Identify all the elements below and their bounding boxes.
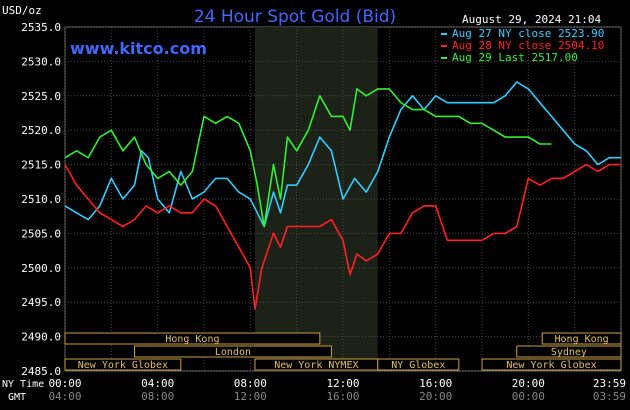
session-bar-box bbox=[541, 332, 622, 345]
x-tick-label-gmt: 00:00 bbox=[512, 390, 545, 403]
unit-label: USD/oz bbox=[2, 4, 42, 17]
session-bar-label: New York NYMEX bbox=[274, 360, 358, 371]
chart-title: 24 Hour Spot Gold (Bid) bbox=[194, 7, 396, 27]
session-bar-box bbox=[516, 345, 622, 358]
y-tick-label: 2485.0 bbox=[21, 365, 61, 378]
x-tick-label-ny: 00:00 bbox=[48, 377, 81, 390]
session-bar: New York NYMEX bbox=[254, 358, 379, 371]
y-tick-label: 2530.0 bbox=[21, 55, 61, 68]
x-tick-label-gmt: 04:00 bbox=[48, 390, 81, 403]
y-tick-label: 2495.0 bbox=[21, 296, 61, 309]
timestamp: August 29, 2024 21:04 bbox=[462, 13, 601, 26]
legend-entry: Aug 27 NY close 2523.90 bbox=[452, 27, 604, 40]
session-bar-label: New York Globex bbox=[506, 360, 596, 371]
session-bar-box bbox=[377, 358, 460, 371]
x-tick-label-ny: 20:00 bbox=[512, 377, 545, 390]
gmt-label: GMT bbox=[8, 392, 26, 403]
session-bar: Hong Kong bbox=[541, 332, 622, 345]
session-bar-box bbox=[64, 358, 182, 371]
session-bar: NY Globex bbox=[377, 358, 460, 371]
session-bar-box bbox=[134, 345, 332, 358]
y-tick-label: 2500.0 bbox=[21, 262, 61, 275]
series-line-1 bbox=[64, 81, 621, 228]
y-tick-label: 2535.0 bbox=[21, 21, 61, 34]
x-tick-label-ny: 23:59 bbox=[593, 377, 626, 390]
session-bar: New York Globex bbox=[481, 358, 622, 371]
session-bar-label: Hong Kong bbox=[165, 334, 219, 345]
x-tick-label-gmt: 03:59 bbox=[593, 390, 626, 403]
x-tick-label-ny: 16:00 bbox=[419, 377, 452, 390]
x-tick-label-gmt: 08:00 bbox=[141, 390, 174, 403]
x-tick-label-ny: 08:00 bbox=[234, 377, 267, 390]
y-tick-label: 2525.0 bbox=[21, 90, 61, 103]
x-tick-label-ny: 12:00 bbox=[326, 377, 359, 390]
session-bar-box bbox=[64, 332, 321, 345]
session-bar: New York Globex bbox=[64, 358, 182, 371]
session-bar-label: Sydney bbox=[551, 347, 587, 358]
session-bar: London bbox=[134, 345, 332, 358]
session-bar-box bbox=[481, 358, 622, 371]
x-tick-label-gmt: 20:00 bbox=[419, 390, 452, 403]
x-tick-label-gmt: 16:00 bbox=[326, 390, 359, 403]
site-watermark: www.kitco.com bbox=[70, 39, 207, 58]
y-tick-label: 2515.0 bbox=[21, 159, 61, 172]
legend-entry: Aug 28 NY close 2504.10 bbox=[452, 39, 604, 52]
y-tick-label: 2490.0 bbox=[21, 331, 61, 344]
ny-time-label: NY Time bbox=[2, 379, 44, 390]
legend-entry: Aug 29 Last 2517.00 bbox=[452, 51, 578, 64]
session-bar: Sydney bbox=[516, 345, 622, 358]
series-line-2 bbox=[64, 163, 621, 310]
y-tick-label: 2520.0 bbox=[21, 124, 61, 137]
session-bar-label: New York Globex bbox=[78, 360, 168, 371]
y-tick-label: 2505.0 bbox=[21, 227, 61, 240]
x-tick-label-ny: 04:00 bbox=[141, 377, 174, 390]
series-line-3 bbox=[64, 88, 552, 228]
session-bar-label: NY Globex bbox=[391, 360, 445, 371]
y-tick-label: 2510.0 bbox=[21, 193, 61, 206]
session-bar-label: London bbox=[215, 347, 251, 358]
session-bar-label: Hong Kong bbox=[555, 334, 609, 345]
session-bar: Hong Kong bbox=[64, 332, 321, 345]
x-tick-label-gmt: 12:00 bbox=[234, 390, 267, 403]
